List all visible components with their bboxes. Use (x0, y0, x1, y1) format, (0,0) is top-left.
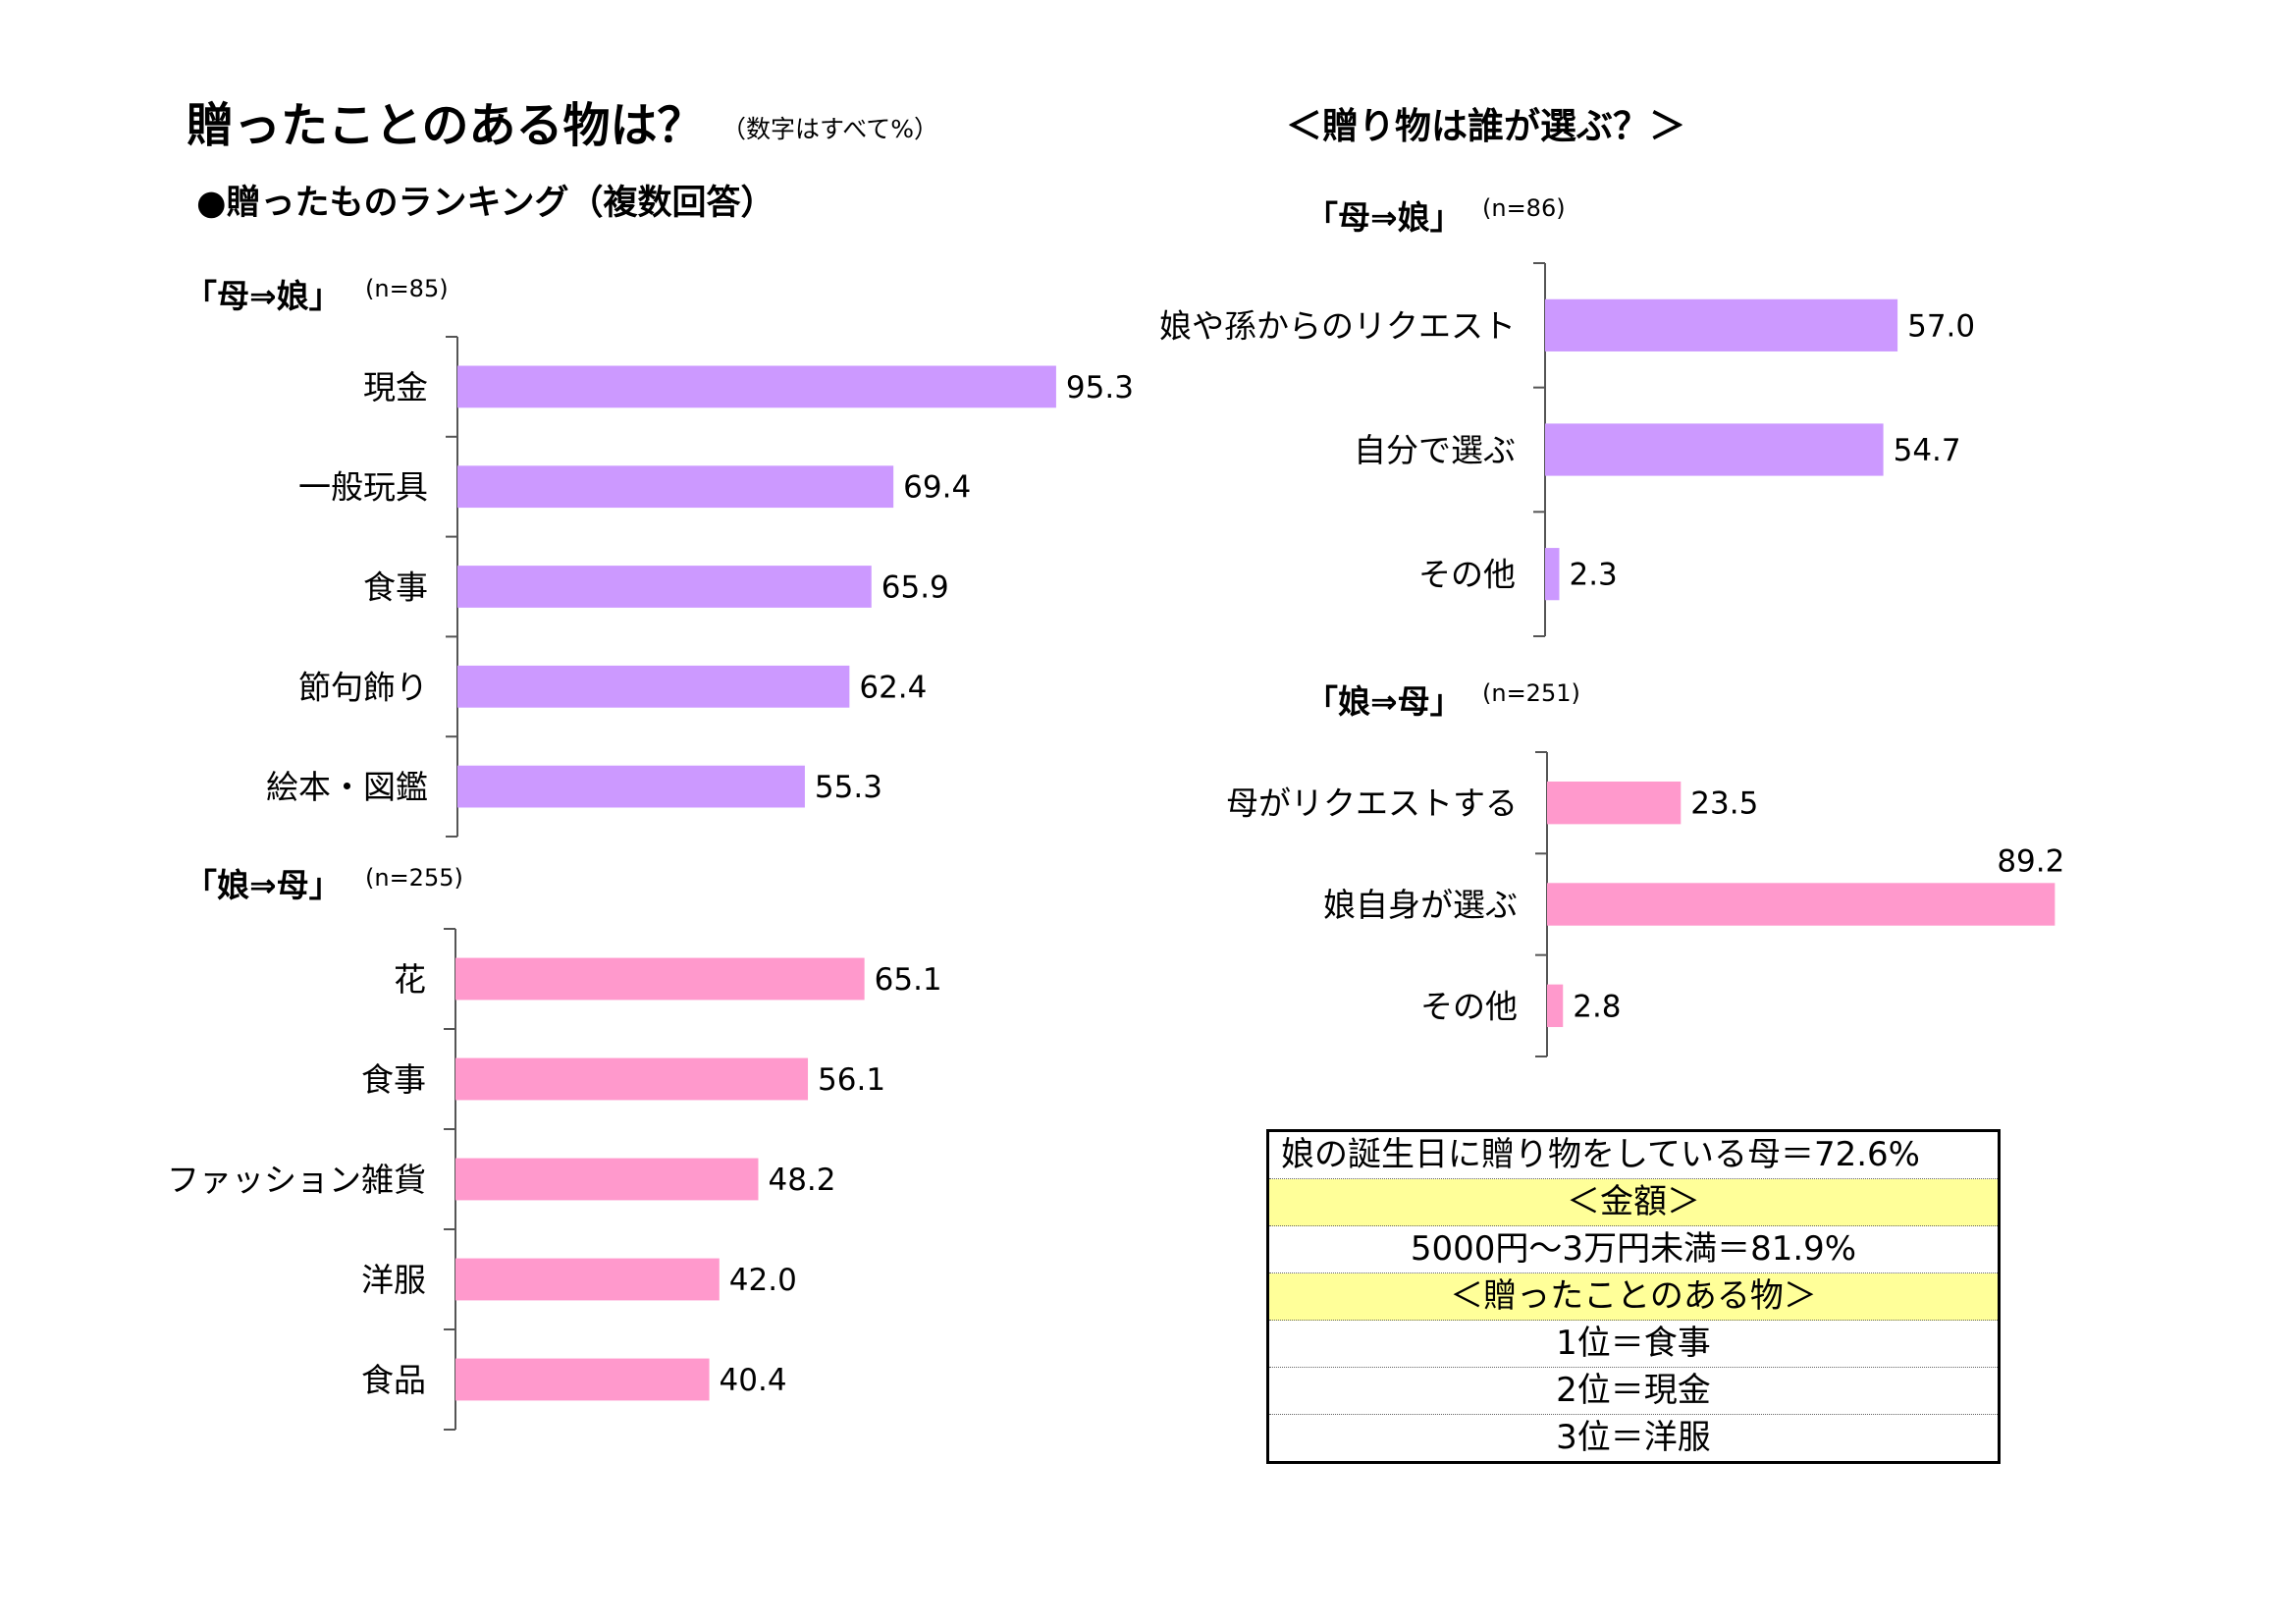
category-label: 母がリクエストする (1226, 785, 1518, 823)
category-label: その他 (1420, 987, 1518, 1025)
category-label: 絵本・図鑑 (266, 768, 428, 806)
value-label: 40.4 (720, 1363, 787, 1398)
main-title: 贈ったことのある物は？ (187, 98, 705, 153)
chart2-n: (n=255) (365, 864, 463, 892)
category-label: 花 (394, 960, 426, 999)
chart-bar (457, 465, 894, 509)
chart-bar (455, 1358, 710, 1401)
category-label: 食品 (361, 1361, 426, 1399)
value-label: 65.1 (875, 962, 942, 998)
chart-bar (455, 1258, 720, 1301)
chart-bar (1545, 298, 1898, 352)
summary-row-rank2: 2位＝現金 (1269, 1368, 1998, 1415)
category-label: 節句飾り (298, 668, 428, 706)
summary-row-amount-header: ＜金額＞ (1269, 1179, 1998, 1226)
value-label: 48.2 (768, 1163, 835, 1198)
chart-bar (1545, 548, 1560, 601)
category-label: 一般玩具 (298, 468, 428, 507)
category-label: 娘自身が選ぶ (1323, 886, 1518, 924)
value-label: 54.7 (1894, 433, 1961, 468)
chart-bar (457, 365, 1056, 408)
category-label: 食事 (361, 1060, 426, 1099)
chart3-title: 「母⇒娘」 (1306, 198, 1463, 237)
chart-bar (455, 1057, 809, 1101)
chart-bar (1545, 423, 1884, 476)
category-label: 食事 (363, 568, 428, 607)
chart-bar (455, 957, 865, 1001)
chart-bar (1547, 984, 1564, 1028)
category-label: 自分で選ぶ (1354, 431, 1516, 469)
value-label: 23.5 (1690, 786, 1758, 822)
chart3-n: (n=86) (1482, 194, 1566, 222)
value-label: 69.4 (903, 470, 971, 506)
who-chooses-title: ＜贈り物は誰が選ぶ？＞ (1286, 105, 1685, 147)
chart1-n: (n=85) (365, 275, 449, 302)
summary-row-birthday: 娘の誕生日に贈り物をしている母＝72.6% (1269, 1132, 1998, 1179)
chart2-title: 「娘⇒母」 (185, 866, 342, 904)
chart-bar (1547, 781, 1682, 825)
value-label: 89.2 (1997, 843, 2064, 879)
value-label: 2.3 (1569, 558, 1617, 593)
chart4-n: (n=251) (1482, 679, 1580, 707)
category-label: 娘や孫からのリクエスト (1159, 306, 1516, 345)
value-label: 62.4 (859, 670, 927, 705)
category-label: 現金 (363, 368, 428, 406)
chart4-title: 「娘⇒母」 (1306, 682, 1463, 721)
category-label: その他 (1418, 556, 1516, 594)
category-label: 洋服 (361, 1261, 426, 1299)
ranking-title: ●贈ったものランキング（複数回答） (196, 184, 775, 223)
summary-row-amount: 5000円～3万円未満＝81.9% (1269, 1226, 1998, 1273)
chart-bar (457, 765, 805, 808)
category-label: ファッション雑貨 (167, 1161, 426, 1199)
value-label: 56.1 (818, 1062, 885, 1098)
value-label: 95.3 (1066, 370, 1134, 406)
summary-row-rank1: 1位＝食事 (1269, 1321, 1998, 1368)
value-label: 57.0 (1907, 308, 1975, 344)
value-label: 65.9 (881, 570, 949, 606)
chart1-title: 「母⇒娘」 (185, 277, 342, 315)
value-label: 2.8 (1573, 989, 1621, 1024)
value-label: 42.0 (729, 1263, 797, 1298)
chart-bar (457, 566, 872, 608)
value-label: 55.3 (815, 770, 882, 805)
chart-bar (1547, 883, 2056, 926)
summary-row-items-header: ＜贈ったことのある物＞ (1269, 1273, 1998, 1321)
units-note: （数字はすべて%） (721, 115, 939, 143)
summary-row-rank3: 3位＝洋服 (1556, 1418, 1711, 1457)
chart-bar (455, 1158, 759, 1201)
chart-bar (457, 665, 850, 708)
summary-box: 娘の誕生日に贈り物をしている母＝72.6% ＜金額＞ 5000円～3万円未満＝8… (1266, 1129, 2001, 1464)
